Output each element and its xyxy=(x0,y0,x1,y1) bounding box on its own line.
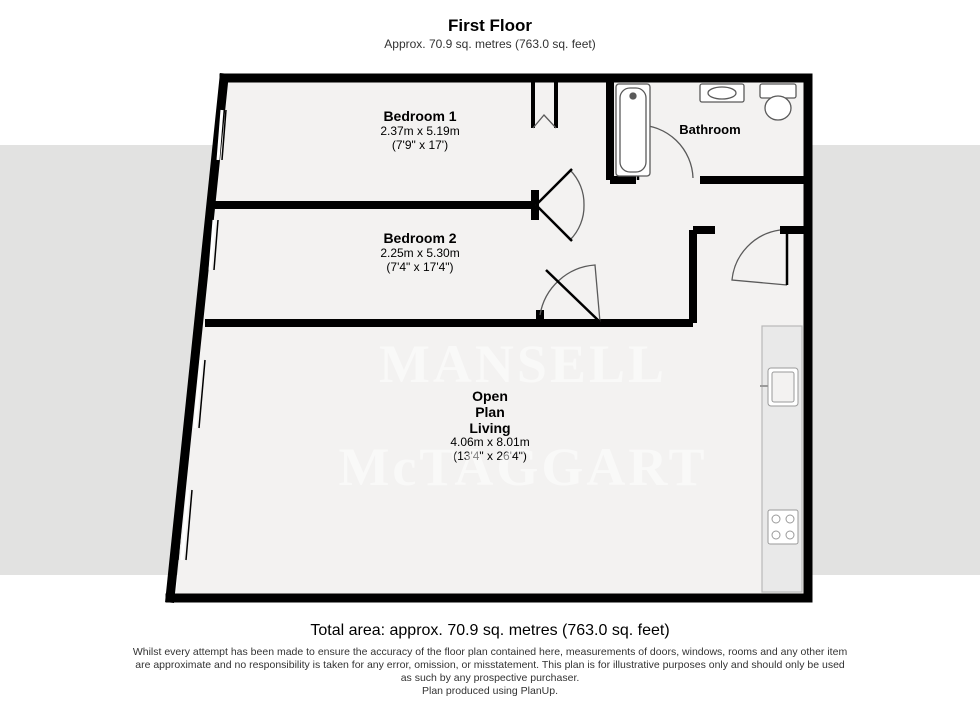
bedroom1-dim-ft: (7'9" x 17') xyxy=(320,138,520,152)
footer-credit: Plan produced using PlanUp. xyxy=(0,685,980,698)
footer-total-area: Total area: approx. 70.9 sq. metres (763… xyxy=(0,622,980,640)
bedroom2-dim-m: 2.25m x 5.30m xyxy=(320,246,520,260)
living-dim-m: 4.06m x 8.01m xyxy=(390,436,590,450)
room-fill-all xyxy=(176,82,804,594)
label-living: Open Plan Living 4.06m x 8.01m (13'4" x … xyxy=(390,388,590,464)
bedroom2-name: Bedroom 2 xyxy=(320,230,520,246)
living-name-3: Living xyxy=(390,420,590,436)
floor-title: First Floor xyxy=(0,16,980,36)
living-dim-ft: (13'4" x 26'4") xyxy=(390,450,590,464)
floor-area-sub: Approx. 70.9 sq. metres (763.0 sq. feet) xyxy=(0,37,980,51)
label-bedroom1: Bedroom 1 2.37m x 5.19m (7'9" x 17') xyxy=(320,108,520,152)
bedroom1-name: Bedroom 1 xyxy=(320,108,520,124)
label-bathroom: Bathroom xyxy=(650,122,770,137)
floorplan: Bedroom 1 2.37m x 5.19m (7'9" x 17') Bat… xyxy=(140,70,840,605)
label-bedroom2: Bedroom 2 2.25m x 5.30m (7'4" x 17'4") xyxy=(320,230,520,274)
footer: Total area: approx. 70.9 sq. metres (763… xyxy=(0,622,980,699)
footer-disclaimer: Whilst every attempt has been made to en… xyxy=(0,646,980,685)
living-name-1: Open xyxy=(390,388,590,404)
bedroom2-dim-ft: (7'4" x 17'4") xyxy=(320,260,520,274)
kitchen-counter xyxy=(762,326,802,592)
title-block: First Floor Approx. 70.9 sq. metres (763… xyxy=(0,16,980,51)
bedroom1-dim-m: 2.37m x 5.19m xyxy=(320,124,520,138)
bathroom-name: Bathroom xyxy=(650,122,770,137)
living-name-2: Plan xyxy=(390,404,590,420)
